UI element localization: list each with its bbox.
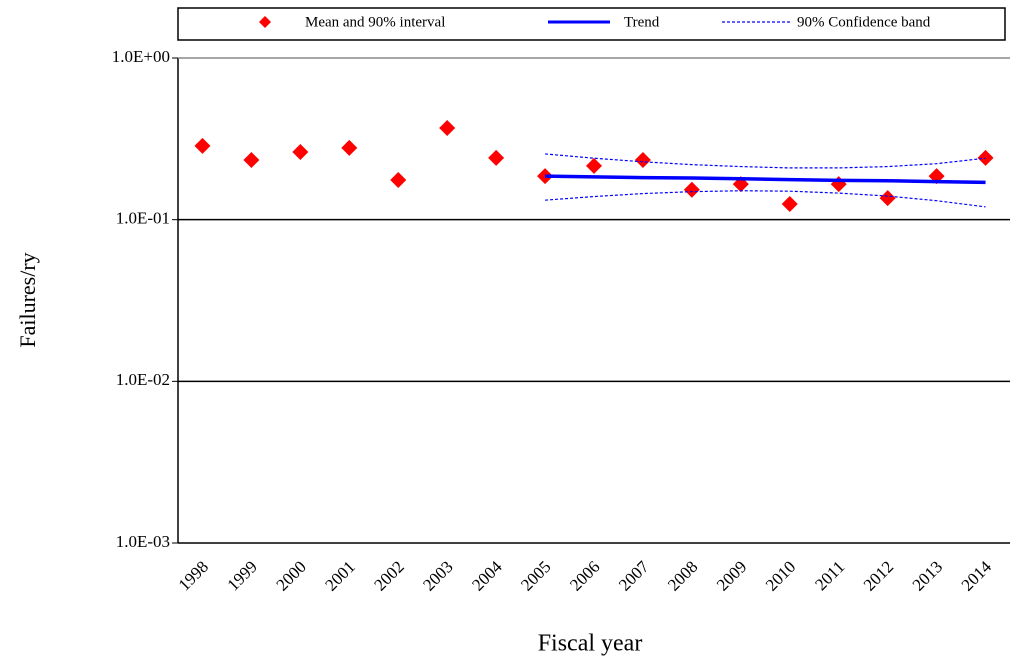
x-tick-label: 2008 (664, 557, 701, 594)
data-point (488, 149, 505, 166)
legend-label: 90% Confidence band (797, 14, 931, 30)
x-tick-label: 2006 (566, 557, 603, 594)
data-point (879, 190, 896, 207)
data-point (781, 195, 798, 212)
x-tick-label: 2005 (517, 557, 554, 594)
data-point (194, 137, 211, 154)
series-line (545, 153, 986, 169)
data-point (830, 176, 847, 193)
x-tick-label: 2007 (615, 557, 653, 595)
data-point (634, 151, 651, 168)
y-axis-label: Failures/ry (15, 252, 40, 347)
x-tick-label: 2009 (713, 557, 750, 594)
legend-label: Trend (624, 14, 660, 30)
y-tick-label: 1.0E-02 (116, 370, 170, 389)
series-line (545, 190, 986, 208)
x-tick-label: 2001 (321, 557, 358, 594)
data-point (977, 149, 994, 166)
x-tick-label: 2011 (811, 557, 848, 594)
data-point (683, 181, 700, 198)
x-tick-label: 2012 (860, 557, 897, 594)
data-point (292, 144, 309, 161)
data-point (341, 139, 358, 156)
data-point (586, 157, 602, 174)
x-tick-label: 1998 (175, 557, 212, 594)
data-point (390, 171, 407, 188)
x-axis-label: Fiscal year (538, 631, 643, 657)
x-tick-label: 2013 (909, 557, 946, 594)
data-point (243, 151, 260, 168)
data-point (439, 119, 456, 136)
x-tick-label: 2002 (370, 557, 407, 594)
x-tick-label: 2003 (419, 557, 456, 594)
x-tick-label: 2000 (272, 557, 309, 594)
y-tick-label: 1.0E-01 (116, 209, 170, 228)
x-tick-label: 2004 (468, 557, 506, 595)
legend-box (177, 7, 1006, 41)
x-tick-label: 1999 (224, 557, 261, 594)
series-line (545, 174, 986, 185)
y-tick-label: 1.0E+00 (112, 47, 170, 66)
legend-marker (259, 16, 271, 28)
y-tick-label: 1.0E-03 (116, 532, 170, 551)
x-tick-label: 2014 (958, 557, 996, 595)
x-tick-label: 2010 (762, 557, 799, 594)
legend-label: Mean and 90% interval (305, 14, 445, 30)
